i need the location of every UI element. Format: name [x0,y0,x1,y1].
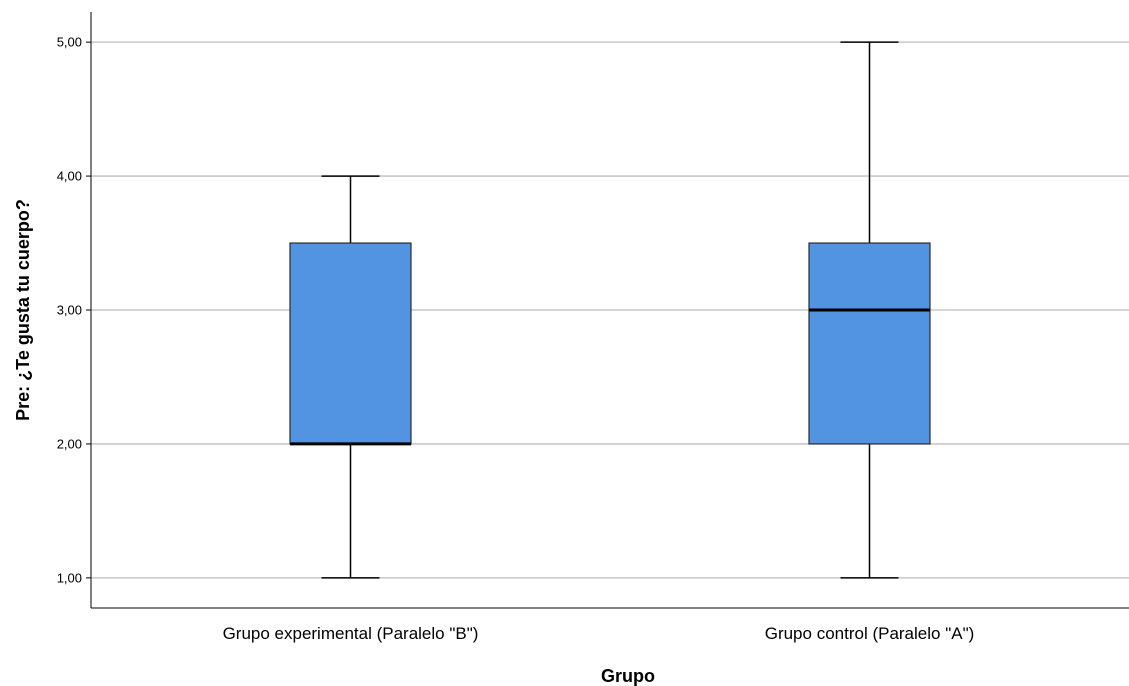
y-tick-label: 4,00 [57,169,82,184]
x-axis-categories: Grupo experimental (Paralelo "B") Grupo c… [223,624,975,643]
iqr-box [808,242,931,445]
gridlines [91,41,1129,579]
x-category-label: Grupo experimental (Paralelo "B") [223,624,479,643]
y-tick-label: 2,00 [57,436,82,451]
iqr-box [289,242,412,445]
x-axis-title: Grupo [601,666,655,686]
y-tick-label: 3,00 [57,303,82,318]
box-group [808,41,931,579]
box-group [289,175,412,579]
y-tick-label: 1,00 [57,570,82,585]
x-category-label: Grupo control (Paralelo "A") [765,624,975,643]
boxes [289,41,931,579]
y-axis-title: Pre: ¿Te gusta tu cuerpo? [13,199,33,421]
y-axis-ticks: 1,00 2,00 3,00 4,00 5,00 [57,35,91,585]
y-tick-label: 5,00 [57,35,82,50]
